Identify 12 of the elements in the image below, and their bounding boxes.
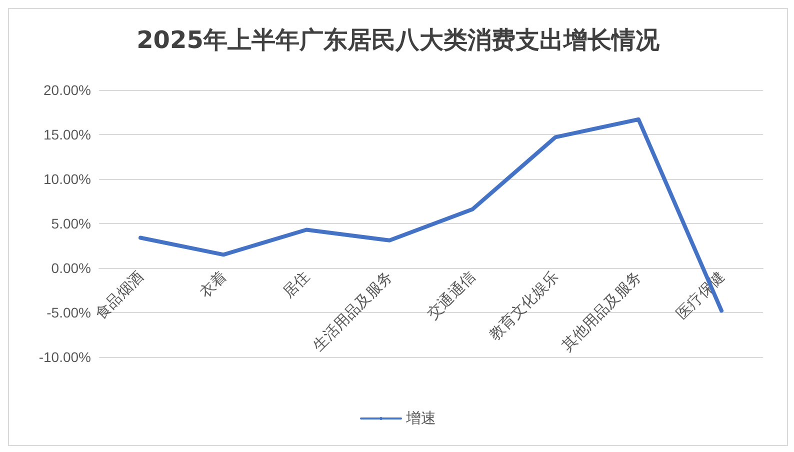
y-tick-label: 10.00% — [44, 171, 91, 187]
y-tick-label: 0.00% — [51, 260, 91, 276]
x-tick-label: 衣着 — [196, 268, 230, 302]
y-tick-label: -5.00% — [46, 304, 91, 320]
chart-title: 2025年上半年广东居民八大类消费支出增长情况 — [136, 26, 660, 54]
legend-label: 增速 — [405, 410, 436, 427]
x-tick-label: 食品烟酒 — [92, 268, 147, 323]
x-tick-label: 交通通信 — [424, 268, 479, 323]
y-tick-label: -10.00% — [38, 349, 91, 365]
y-tick-label: 20.00% — [44, 82, 91, 98]
y-tick-label: 15.00% — [44, 126, 91, 142]
y-tick-label: 5.00% — [51, 216, 91, 232]
